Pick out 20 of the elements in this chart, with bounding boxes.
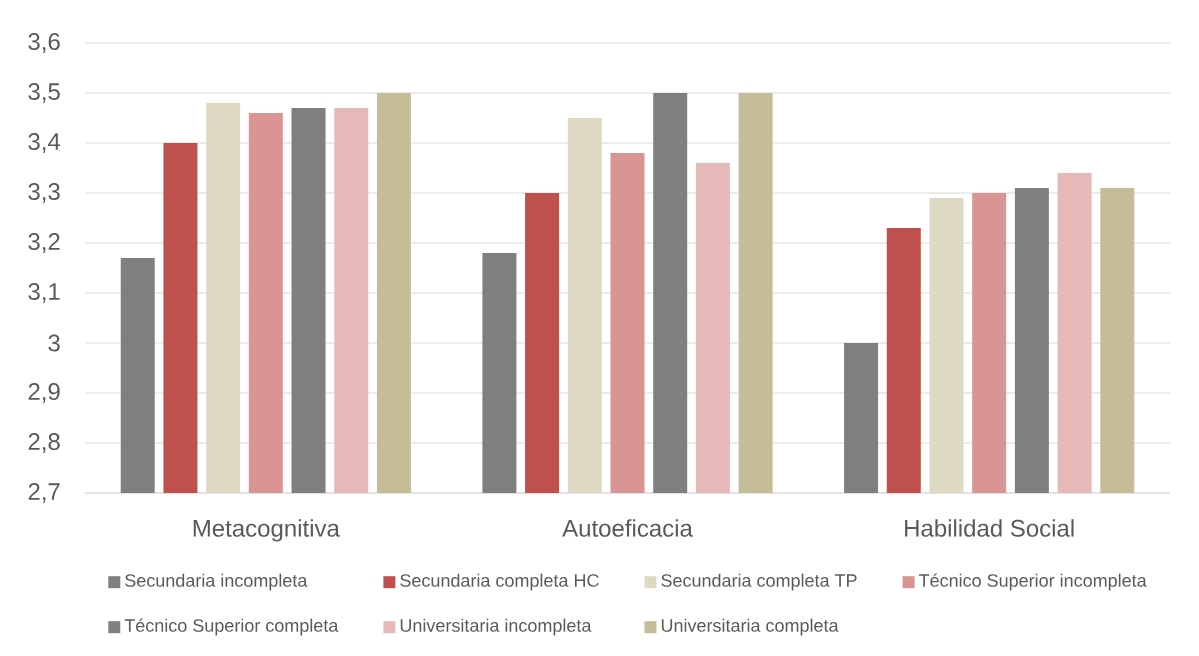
legend-label: Secundaria completa HC — [400, 573, 599, 591]
y-tick-label: 3 — [48, 334, 60, 352]
legend-label: Universitaria incompleta — [400, 618, 592, 636]
x-tick-label: Autoeficacia — [562, 519, 693, 537]
legend-label: Técnico Superior completa — [124, 618, 339, 636]
legend-label: Universitaria completa — [661, 618, 839, 636]
legend-label: Secundaria completa TP — [661, 573, 857, 591]
y-tick-label: 3,4 — [28, 133, 61, 153]
y-tick-label: 3,6 — [28, 33, 60, 53]
y-tick-label: 2,9 — [28, 383, 60, 403]
x-tick-label: Habilidad Social — [905, 519, 1074, 537]
y-tick-label: 3,5 — [28, 83, 60, 103]
legend-label: Secundaria incompleta — [125, 573, 308, 591]
y-tick-label: 2,7 — [28, 483, 60, 503]
x-tick-label: Metacognitiva — [193, 519, 340, 542]
legend-label: Técnico Superior incompleta — [919, 573, 1147, 591]
y-tick-label: 3,2 — [28, 233, 60, 253]
y-tick-label: 2,8 — [28, 433, 60, 453]
y-tick-label: 3,3 — [28, 183, 60, 203]
y-tick-label: 3,1 — [28, 283, 60, 303]
